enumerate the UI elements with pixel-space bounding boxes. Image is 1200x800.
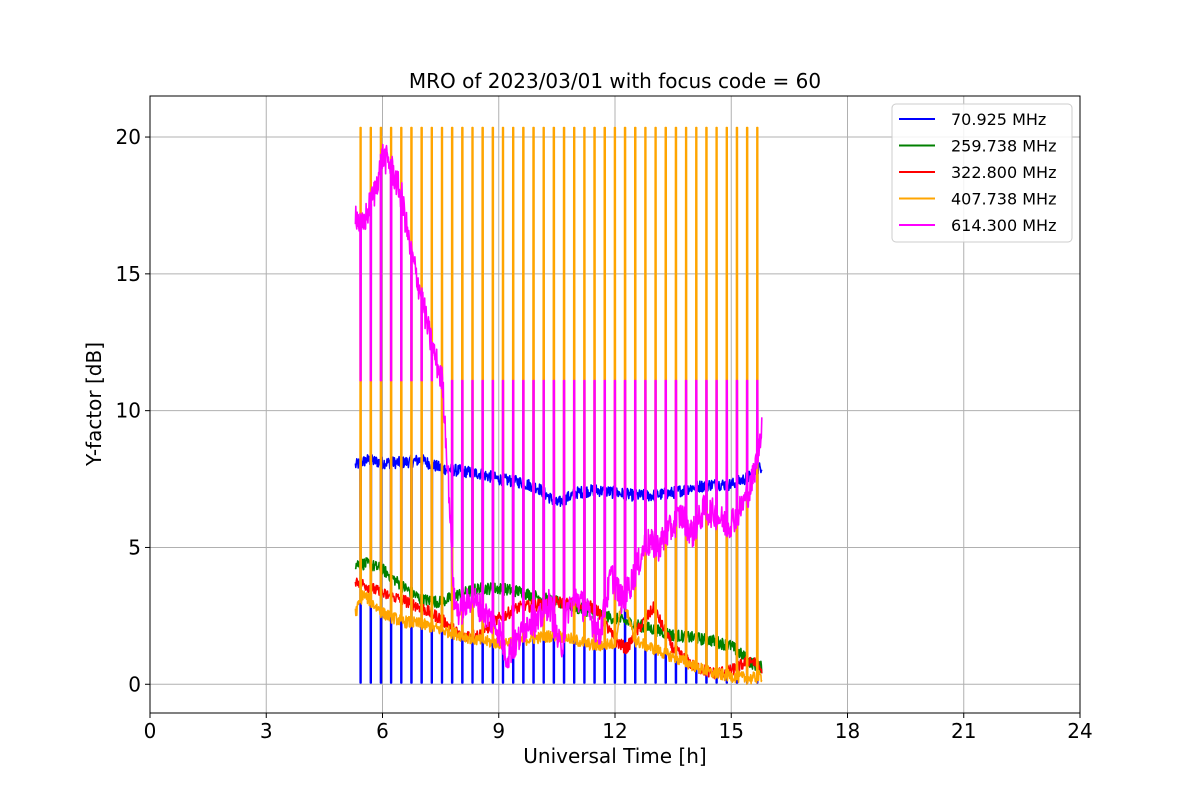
x-tick-label: 21 <box>951 719 976 743</box>
x-tick-label: 9 <box>492 719 505 743</box>
x-tick-label: 6 <box>376 719 389 743</box>
x-tick-label: 24 <box>1067 719 1092 743</box>
x-tick-label: 3 <box>260 719 273 743</box>
legend-label: 614.300 MHz <box>951 216 1056 235</box>
legend-label: 259.738 MHz <box>951 137 1056 156</box>
x-tick-label: 0 <box>144 719 157 743</box>
axis-ticks: 0 3 6 9 12 15 18 21 24 0 5 10 15 20 <box>116 125 1093 743</box>
legend: 70.925 MHz 259.738 MHz 322.800 MHz 407.738 … <box>891 103 1073 243</box>
chart-title: MRO of 2023/03/01 with focus code = 60 <box>409 69 821 93</box>
series-layer <box>354 126 763 685</box>
y-tick-label: 15 <box>116 262 141 286</box>
legend-label: 322.800 MHz <box>951 163 1056 182</box>
series-line-5 <box>354 143 763 669</box>
y-tick-label: 20 <box>116 125 141 149</box>
x-tick-label: 12 <box>602 719 627 743</box>
y-tick-label: 0 <box>128 672 141 696</box>
legend-label: 407.738 MHz <box>951 190 1056 209</box>
y-tick-label: 10 <box>116 399 141 423</box>
y-tick-label: 5 <box>128 535 141 559</box>
legend-box <box>891 103 1073 243</box>
x-axis-label: Universal Time [h] <box>523 744 706 768</box>
x-tick-label: 18 <box>835 719 860 743</box>
y-axis-label: Y-factor [dB] <box>82 342 106 467</box>
x-tick-label: 15 <box>719 719 744 743</box>
legend-label: 70.925 MHz <box>951 110 1046 129</box>
